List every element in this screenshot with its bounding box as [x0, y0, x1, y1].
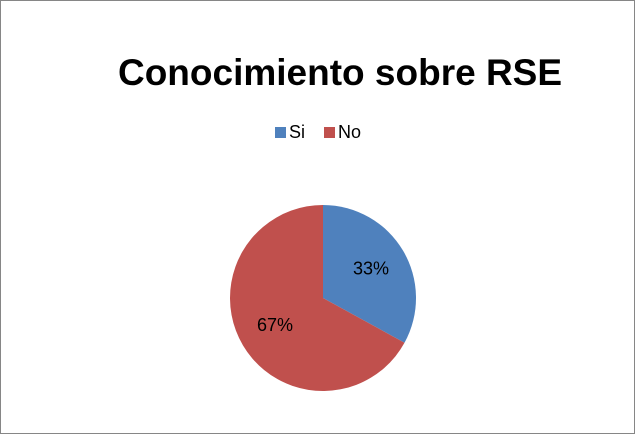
- data-label: 67%: [257, 315, 293, 335]
- pie-slice: [230, 205, 405, 391]
- legend-label: Si: [289, 122, 305, 142]
- legend-label: No: [338, 122, 361, 142]
- data-label: 33%: [353, 258, 389, 278]
- chart-title: Conocimiento sobre RSE: [118, 52, 562, 93]
- legend-swatch: [275, 127, 286, 138]
- legend-swatch: [324, 127, 335, 138]
- pie-slice: [323, 205, 417, 343]
